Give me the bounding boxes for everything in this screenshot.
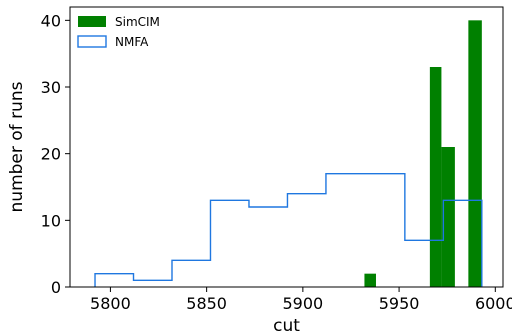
nmfa-step-line <box>94 172 483 287</box>
y-tick-label-40: 40 <box>41 11 61 30</box>
x-tick-label-6000: 6000 <box>475 294 512 313</box>
simcim-bars <box>364 20 482 287</box>
x-tick-label-5850: 5850 <box>186 294 227 313</box>
legend-label-simcim: SimCIM <box>115 15 160 29</box>
x-axis-label: cut <box>273 316 300 335</box>
legend: SimCIM NMFA <box>77 15 160 49</box>
legend-swatch-simcim <box>78 16 106 27</box>
axis-ticks: 5800 5850 5900 5950 6000 0 10 20 30 40 <box>41 11 512 313</box>
x-tick-label-5800: 5800 <box>90 294 131 313</box>
legend-label-nmfa: NMFA <box>115 35 149 49</box>
simcim-bar-3 <box>468 20 482 287</box>
x-tick-label-5950: 5950 <box>379 294 420 313</box>
y-axis-label: number of runs <box>7 81 27 212</box>
y-tick-label-0: 0 <box>51 278 61 297</box>
legend-swatch-nmfa <box>77 35 107 48</box>
nmfa-steps <box>94 172 483 287</box>
axes-frame <box>69 6 504 288</box>
y-tick-label-30: 30 <box>41 78 61 97</box>
y-tick-label-10: 10 <box>41 211 61 230</box>
x-tick-label-5900: 5900 <box>282 294 323 313</box>
simcim-bar-2 <box>441 147 455 287</box>
simcim-bar-1 <box>429 67 442 287</box>
simcim-bar-0 <box>364 273 376 287</box>
y-tick-label-20: 20 <box>41 145 61 164</box>
